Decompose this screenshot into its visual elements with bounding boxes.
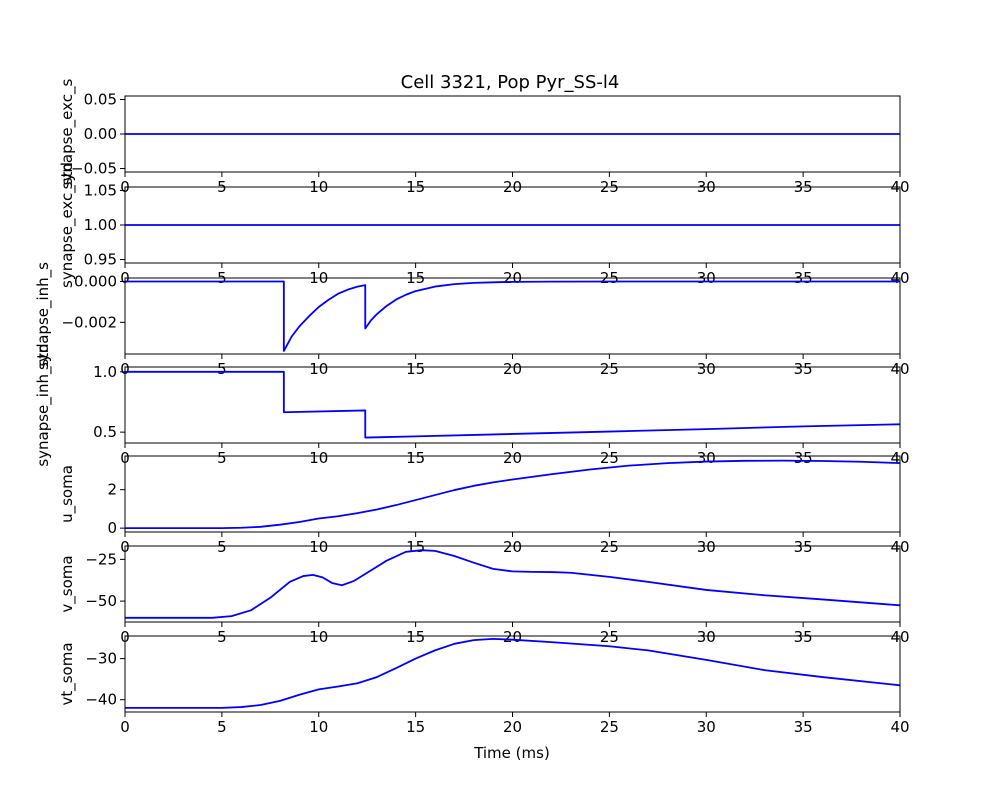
y-axis-label: synapse_inh_std xyxy=(34,343,53,466)
x-tick-label: 5 xyxy=(217,449,227,467)
x-tick-label: 30 xyxy=(697,718,716,736)
y-tick-label: 1.05 xyxy=(84,181,117,199)
x-tick-label: 20 xyxy=(503,538,522,556)
y-axis-label: u_soma xyxy=(58,465,77,523)
x-tick-label: 10 xyxy=(309,538,328,556)
x-axis-label: Time (ms) xyxy=(473,744,550,762)
y-tick-label: 0.000 xyxy=(74,272,117,290)
axes-frame xyxy=(124,366,901,444)
axes-frame xyxy=(124,277,901,355)
x-tick-label: 5 xyxy=(217,360,227,378)
series-line xyxy=(125,280,900,352)
axes-frame xyxy=(124,186,901,264)
y-axis-label: vt_soma xyxy=(58,642,77,705)
subplots-group: 0 5 10 15 20 25 30 35 40−0.050.000.05synapse_exc… xyxy=(34,79,910,736)
x-tick-label: 15 xyxy=(406,360,425,378)
axes-frame xyxy=(124,95,901,173)
y-tick-label: 0.95 xyxy=(84,251,117,269)
series-line xyxy=(125,549,901,619)
y-tick-label: −25 xyxy=(85,550,117,568)
x-tick-label: 0 xyxy=(120,718,130,736)
x-tick-label: 35 xyxy=(794,360,813,378)
axes-frame xyxy=(124,635,901,713)
x-tick-label: 25 xyxy=(600,718,619,736)
x-tick-label: 30 xyxy=(697,360,716,378)
y-tick-label: 1.0 xyxy=(93,363,117,381)
x-tick-label: 10 xyxy=(309,628,328,646)
x-tick-label: 25 xyxy=(600,449,619,467)
y-tick-label: 1.00 xyxy=(84,216,117,234)
x-tick-label: 20 xyxy=(503,718,522,736)
x-tick-label: 15 xyxy=(406,718,425,736)
y-axis-label: v_soma xyxy=(58,555,77,612)
y-tick-label: 0.5 xyxy=(93,423,117,441)
y-tick-label: 2 xyxy=(107,481,117,499)
y-tick-label: 0.05 xyxy=(84,90,117,108)
y-tick-label: 0.00 xyxy=(84,125,117,143)
x-tick-label: 25 xyxy=(600,628,619,646)
x-tick-label: 30 xyxy=(697,628,716,646)
x-tick-label: 20 xyxy=(503,449,522,467)
y-tick-label: −30 xyxy=(85,650,117,668)
x-tick-label: 15 xyxy=(406,449,425,467)
x-tick-label: 5 xyxy=(217,628,227,646)
x-tick-label: 10 xyxy=(309,449,328,467)
y-tick-label: 0 xyxy=(107,519,117,537)
series-line xyxy=(125,637,901,709)
x-tick-label: 5 xyxy=(217,718,227,736)
chart-title: Cell 3321, Pop Pyr_SS-l4 xyxy=(401,72,620,93)
series-line xyxy=(125,370,901,439)
x-tick-label: 40 xyxy=(890,718,909,736)
y-axis-label: synapse_inh_s xyxy=(34,262,53,370)
y-axis-label: synapse_exc_s xyxy=(58,79,77,190)
x-tick-label: 5 xyxy=(217,538,227,556)
y-tick-label: −40 xyxy=(85,691,117,709)
x-tick-label: 10 xyxy=(309,718,328,736)
subplot-6: 0 5 10 15 20 25 30 35 40−50−25v_soma xyxy=(58,545,910,646)
x-tick-label: 30 xyxy=(697,449,716,467)
x-tick-label: 25 xyxy=(600,360,619,378)
x-tick-label: 25 xyxy=(600,538,619,556)
x-tick-label: 30 xyxy=(697,538,716,556)
x-tick-label: 10 xyxy=(309,360,328,378)
series-line xyxy=(125,459,901,530)
axes-frame xyxy=(124,545,901,623)
y-tick-label: −0.002 xyxy=(61,313,117,331)
axes-frame xyxy=(124,455,901,533)
y-tick-label: −0.05 xyxy=(71,160,117,178)
subplot-7: 0 5 10 15 20 25 30 35 40 −40 −30 vt_soma xyxy=(58,635,910,736)
x-tick-label: 35 xyxy=(794,628,813,646)
y-axis-label: synapse_exc_std xyxy=(58,162,77,288)
x-tick-label: 35 xyxy=(794,538,813,556)
x-tick-label: 20 xyxy=(503,360,522,378)
subplot-2: 0 5 10 15 20 25 30 35 400.951.001.05synapse_exc_… xyxy=(58,162,910,288)
y-tick-label: −50 xyxy=(85,592,117,610)
x-tick-label: 35 xyxy=(794,718,813,736)
x-tick-label: 35 xyxy=(794,449,813,467)
x-tick-label: 15 xyxy=(406,538,425,556)
x-tick-label: 20 xyxy=(503,628,522,646)
x-tick-label: 15 xyxy=(406,628,425,646)
